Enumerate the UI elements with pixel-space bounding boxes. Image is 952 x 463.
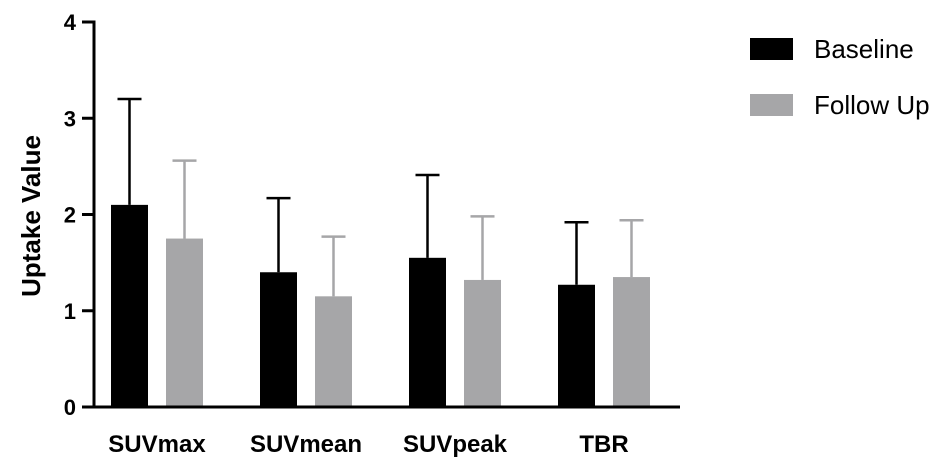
bar-tbr-follow-up	[613, 277, 650, 407]
bar-suvmax-baseline	[111, 204, 148, 407]
y-tick-label: 4	[64, 10, 77, 35]
bar-suvmean-follow-up	[315, 296, 352, 407]
error-bars-layer	[117, 97, 644, 297]
legend-swatch	[750, 94, 793, 116]
y-tick-label: 2	[64, 203, 76, 228]
legend-label: Baseline	[814, 34, 914, 64]
x-category-label: SUVmean	[250, 431, 362, 458]
y-tick-label: 1	[64, 299, 76, 324]
x-category-label: SUVmax	[108, 431, 206, 458]
legend-swatch	[750, 38, 793, 60]
bar-tbr-baseline	[558, 284, 595, 407]
y-axis-label: Uptake Value	[16, 135, 46, 297]
x-category-label: TBR	[579, 431, 628, 458]
legend-label: Follow Up	[814, 90, 930, 120]
bar-suvmean-baseline	[260, 272, 297, 407]
bar-suvpeak-baseline	[409, 257, 446, 407]
legend: Baseline Follow Up	[750, 34, 930, 120]
y-tick-label: 0	[64, 395, 76, 420]
y-ticks: 0 1 2 3 4	[64, 10, 94, 420]
x-category-labels: SUVmax SUVmean SUVpeak TBR	[108, 431, 628, 458]
bars-layer	[111, 204, 650, 407]
y-tick-label: 3	[64, 106, 76, 131]
x-category-label: SUVpeak	[403, 431, 508, 458]
bar-suvpeak-follow-up	[464, 279, 501, 407]
bar-suvmax-follow-up	[166, 238, 203, 407]
